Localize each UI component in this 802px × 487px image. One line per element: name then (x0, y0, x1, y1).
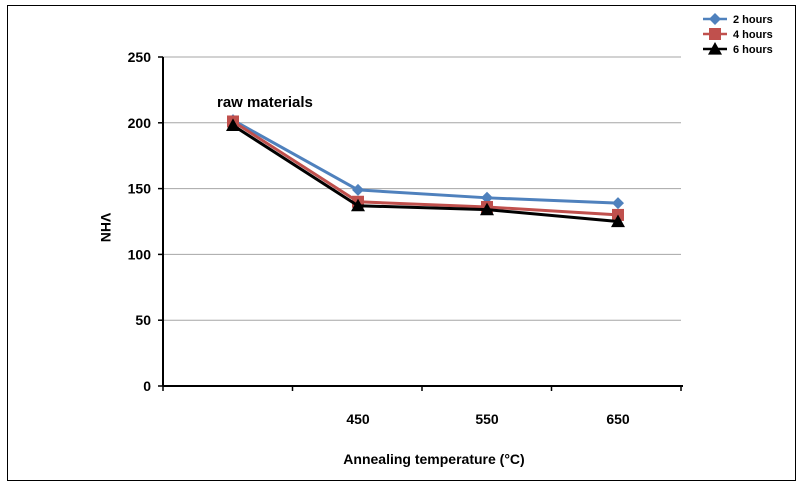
series-line-4-hours (232, 120, 619, 217)
y-tick-label-150: 150 (128, 181, 152, 197)
series-point-6-hours-1 (351, 198, 365, 212)
annotation-raw-materials: raw materials (217, 94, 313, 111)
legend-marker-2-hours (709, 13, 721, 25)
x-axis-title: Annealing temperature (°C) (343, 451, 524, 467)
series-point-6-hours-3 (611, 214, 625, 228)
legend-marker-6-hours (708, 42, 722, 55)
series-point-2-hours-2 (481, 191, 493, 204)
legend-label-4-hours: 4 hours (733, 29, 773, 41)
series-line-2-hours (232, 118, 619, 205)
x-tick-label-450: 450 (346, 411, 370, 427)
y-tick-label-100: 100 (128, 246, 152, 262)
y-tick-label-200: 200 (128, 115, 152, 131)
series-point-6-hours-2 (480, 202, 494, 216)
y-tick-label-0: 0 (143, 378, 151, 394)
y-tick-label-250: 250 (128, 49, 152, 65)
legend-label-6-hours: 6 hours (733, 44, 773, 56)
chart-frame: 0 50 100 150 200 250 450 550 650 Annealing temper… (7, 5, 796, 481)
chart-svg: 0 50 100 150 200 250 450 550 650 Annealing temper… (98, 13, 773, 467)
x-tick-label-550: 550 (475, 411, 499, 427)
x-tick-label-650: 650 (606, 411, 630, 427)
series-point-2-hours-3 (612, 197, 624, 210)
legend-label-2-hours: 2 hours (733, 14, 773, 26)
y-tick-label-50: 50 (135, 312, 151, 328)
legend-marker-4-hours (709, 28, 721, 40)
series-point-6-hours-0 (226, 118, 240, 132)
series-line-6-hours (232, 124, 619, 223)
series-point-2-hours-1 (352, 183, 364, 196)
y-axis-title: VHN (98, 213, 114, 243)
